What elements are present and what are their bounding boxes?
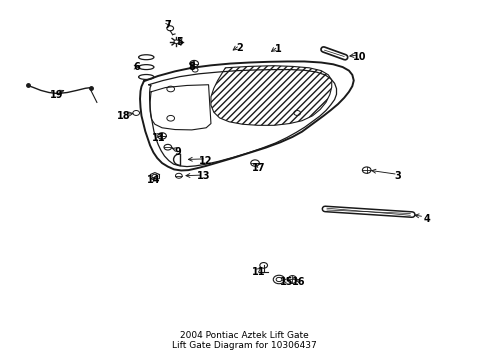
- Text: 18: 18: [117, 112, 130, 121]
- Text: 16: 16: [292, 277, 305, 287]
- Text: 13: 13: [197, 171, 210, 181]
- Text: 5: 5: [176, 37, 183, 48]
- Text: 1: 1: [274, 45, 281, 54]
- Text: Lift Gate Diagram for 10306437: Lift Gate Diagram for 10306437: [172, 341, 316, 350]
- Text: 7: 7: [164, 20, 171, 30]
- Text: 17: 17: [252, 163, 265, 173]
- Text: 4: 4: [422, 214, 429, 224]
- Text: 10: 10: [352, 51, 366, 62]
- Text: 2004 Pontiac Aztek Lift Gate: 2004 Pontiac Aztek Lift Gate: [180, 331, 308, 340]
- Text: 8: 8: [188, 62, 195, 72]
- Text: 15: 15: [279, 277, 293, 287]
- Text: 12: 12: [199, 156, 212, 166]
- Text: 14: 14: [146, 175, 160, 185]
- Text: 3: 3: [394, 171, 401, 181]
- Text: 11: 11: [151, 133, 164, 143]
- Text: 2: 2: [236, 43, 243, 53]
- Text: 19: 19: [50, 90, 63, 100]
- Text: 11: 11: [252, 267, 265, 277]
- Text: 6: 6: [133, 62, 140, 72]
- Text: 9: 9: [174, 147, 181, 157]
- Circle shape: [174, 40, 179, 44]
